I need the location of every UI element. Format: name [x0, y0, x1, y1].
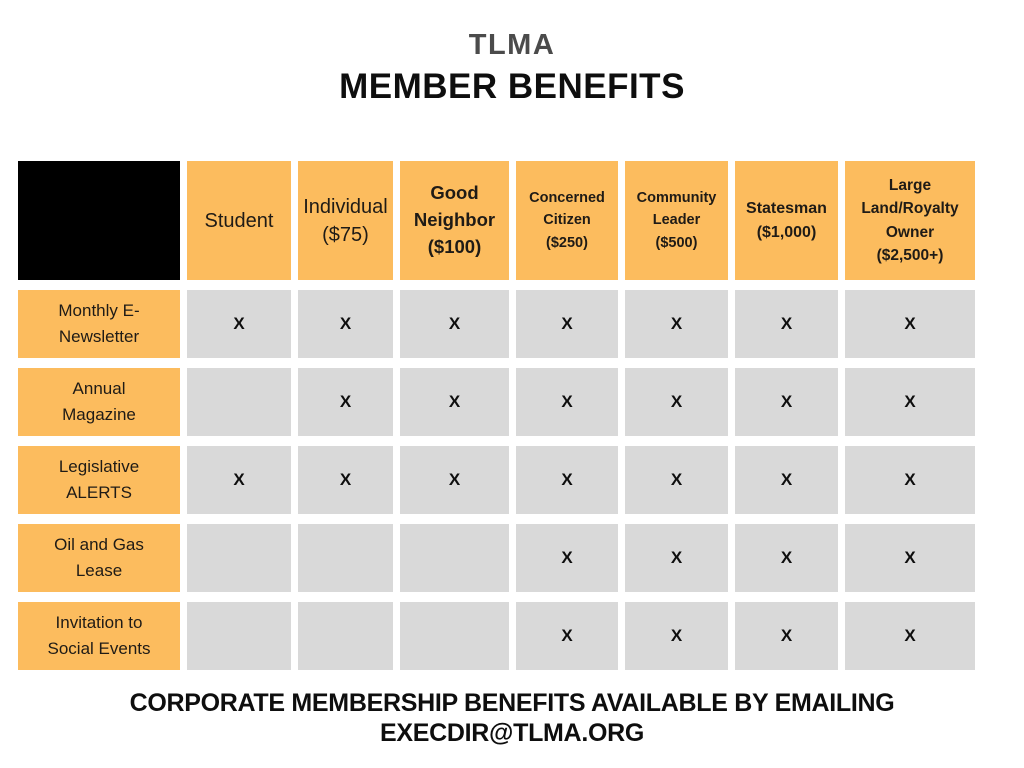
row-label-annual-magazine: Annual Magazine [18, 368, 180, 436]
cell-oil-and-gas-lease--statesman-checked: X [735, 524, 838, 592]
cell-annual-magazine--individual-checked: X [298, 368, 393, 436]
cell-invitation-to-social-events--large-land-royalty-owner-checked: X [845, 602, 975, 670]
row-label-invitation-to-social-events: Invitation to Social Events [18, 602, 180, 670]
column-header-large-land-royalty-owner: Large Land/Royalty Owner ($2,500+) [845, 161, 975, 280]
column-header-student: Student [187, 161, 291, 280]
cell-legislative-alerts--large-land-royalty-owner-checked: X [845, 446, 975, 514]
cell-oil-and-gas-lease--good-neighbor-empty [400, 524, 509, 592]
cell-monthly-e-newsletter--community-leader-checked: X [625, 290, 728, 358]
footer-note-line2: EXECDIR@TLMA.ORG [379, 719, 645, 747]
cell-legislative-alerts--good-neighbor-checked: X [400, 446, 509, 514]
footer-note-line1: CORPORATE MEMBERSHIP BENEFITS AVAILABLE … [129, 689, 895, 717]
cell-oil-and-gas-lease--individual-empty [298, 524, 393, 592]
row-label-legislative-alerts: Legislative ALERTS [18, 446, 180, 514]
cell-annual-magazine--good-neighbor-checked: X [400, 368, 509, 436]
footer-note: CORPORATE MEMBERSHIP BENEFITS AVAILABLE … [0, 688, 1024, 748]
column-header-good-neighbor: Good Neighbor ($100) [400, 161, 509, 280]
cell-annual-magazine--large-land-royalty-owner-checked: X [845, 368, 975, 436]
column-header-individual: Individual ($75) [298, 161, 393, 280]
cell-legislative-alerts--student-checked: X [187, 446, 291, 514]
cell-annual-magazine--statesman-checked: X [735, 368, 838, 436]
cell-invitation-to-social-events--good-neighbor-empty [400, 602, 509, 670]
cell-monthly-e-newsletter--good-neighbor-checked: X [400, 290, 509, 358]
cell-legislative-alerts--concerned-citizen-checked: X [516, 446, 618, 514]
cell-monthly-e-newsletter--student-checked: X [187, 290, 291, 358]
cell-invitation-to-social-events--concerned-citizen-checked: X [516, 602, 618, 670]
cell-legislative-alerts--community-leader-checked: X [625, 446, 728, 514]
cell-invitation-to-social-events--student-empty [187, 602, 291, 670]
cell-invitation-to-social-events--individual-empty [298, 602, 393, 670]
cell-invitation-to-social-events--community-leader-checked: X [625, 602, 728, 670]
cell-annual-magazine--community-leader-checked: X [625, 368, 728, 436]
cell-annual-magazine--concerned-citizen-checked: X [516, 368, 618, 436]
member-benefits-table: Student Individual ($75) Good Neighbor ($1… [18, 161, 975, 670]
page-title: MEMBER BENEFITS [339, 67, 685, 106]
cell-invitation-to-social-events--statesman-checked: X [735, 602, 838, 670]
cell-oil-and-gas-lease--concerned-citizen-checked: X [516, 524, 618, 592]
cell-monthly-e-newsletter--individual-checked: X [298, 290, 393, 358]
cell-monthly-e-newsletter--statesman-checked: X [735, 290, 838, 358]
title-block: TLMA MEMBER BENEFITS [0, 26, 1024, 110]
cell-oil-and-gas-lease--community-leader-checked: X [625, 524, 728, 592]
row-label-monthly-e-newsletter: Monthly E- Newsletter [18, 290, 180, 358]
cell-legislative-alerts--statesman-checked: X [735, 446, 838, 514]
cell-monthly-e-newsletter--large-land-royalty-owner-checked: X [845, 290, 975, 358]
org-acronym: TLMA [468, 29, 556, 61]
cell-oil-and-gas-lease--student-empty [187, 524, 291, 592]
column-header-concerned-citizen: Concerned Citizen ($250) [516, 161, 618, 280]
column-header-community-leader: Community Leader ($500) [625, 161, 728, 280]
cell-annual-magazine--student-empty [187, 368, 291, 436]
column-header-statesman: Statesman ($1,000) [735, 161, 838, 280]
cell-monthly-e-newsletter--concerned-citizen-checked: X [516, 290, 618, 358]
row-label-oil-and-gas-lease: Oil and Gas Lease [18, 524, 180, 592]
cell-oil-and-gas-lease--large-land-royalty-owner-checked: X [845, 524, 975, 592]
cell-legislative-alerts--individual-checked: X [298, 446, 393, 514]
corner-black-cell [18, 161, 180, 280]
